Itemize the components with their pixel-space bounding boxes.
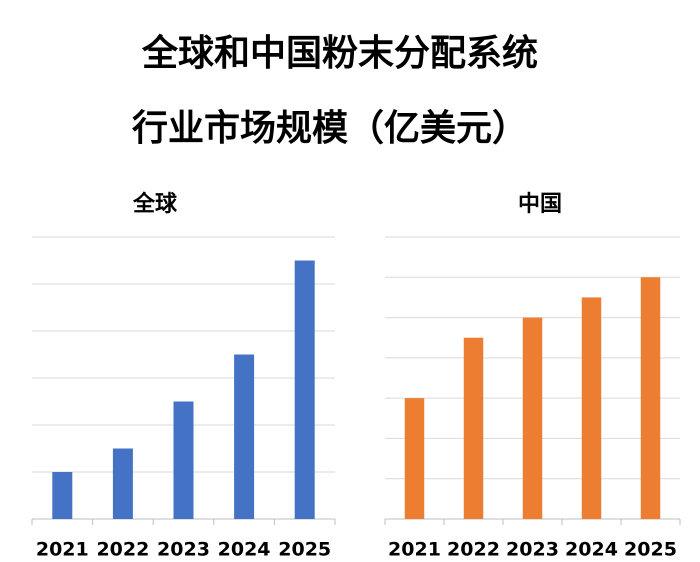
bar (581, 297, 602, 519)
x-tick-label: 2021 (36, 539, 89, 561)
title-line: 全球和中国粉末分配系统 (141, 32, 538, 74)
title-line: 行业市场规模（亿美元） (132, 108, 528, 149)
x-tick-label: 2022 (447, 539, 500, 561)
x-tick-label: 2025 (624, 539, 677, 561)
bar (463, 337, 484, 519)
x-tick-label: 2024 (218, 539, 271, 561)
bar (234, 354, 255, 519)
x-tick-label: 2025 (278, 539, 331, 561)
x-tick-label: 2023 (157, 539, 210, 561)
chart-subtitle: 全球 (132, 191, 178, 217)
bar (294, 260, 315, 519)
x-tick-label: 2021 (388, 539, 441, 561)
bar (173, 401, 194, 519)
bar (640, 277, 661, 519)
x-tick-label: 2024 (565, 539, 618, 561)
bar (112, 448, 133, 519)
x-tick-label: 2022 (96, 539, 149, 561)
bar (522, 317, 543, 519)
x-tick-label: 2023 (506, 539, 559, 561)
bar (52, 472, 73, 519)
chart-subtitle: 中国 (518, 192, 562, 217)
bar (404, 398, 425, 519)
